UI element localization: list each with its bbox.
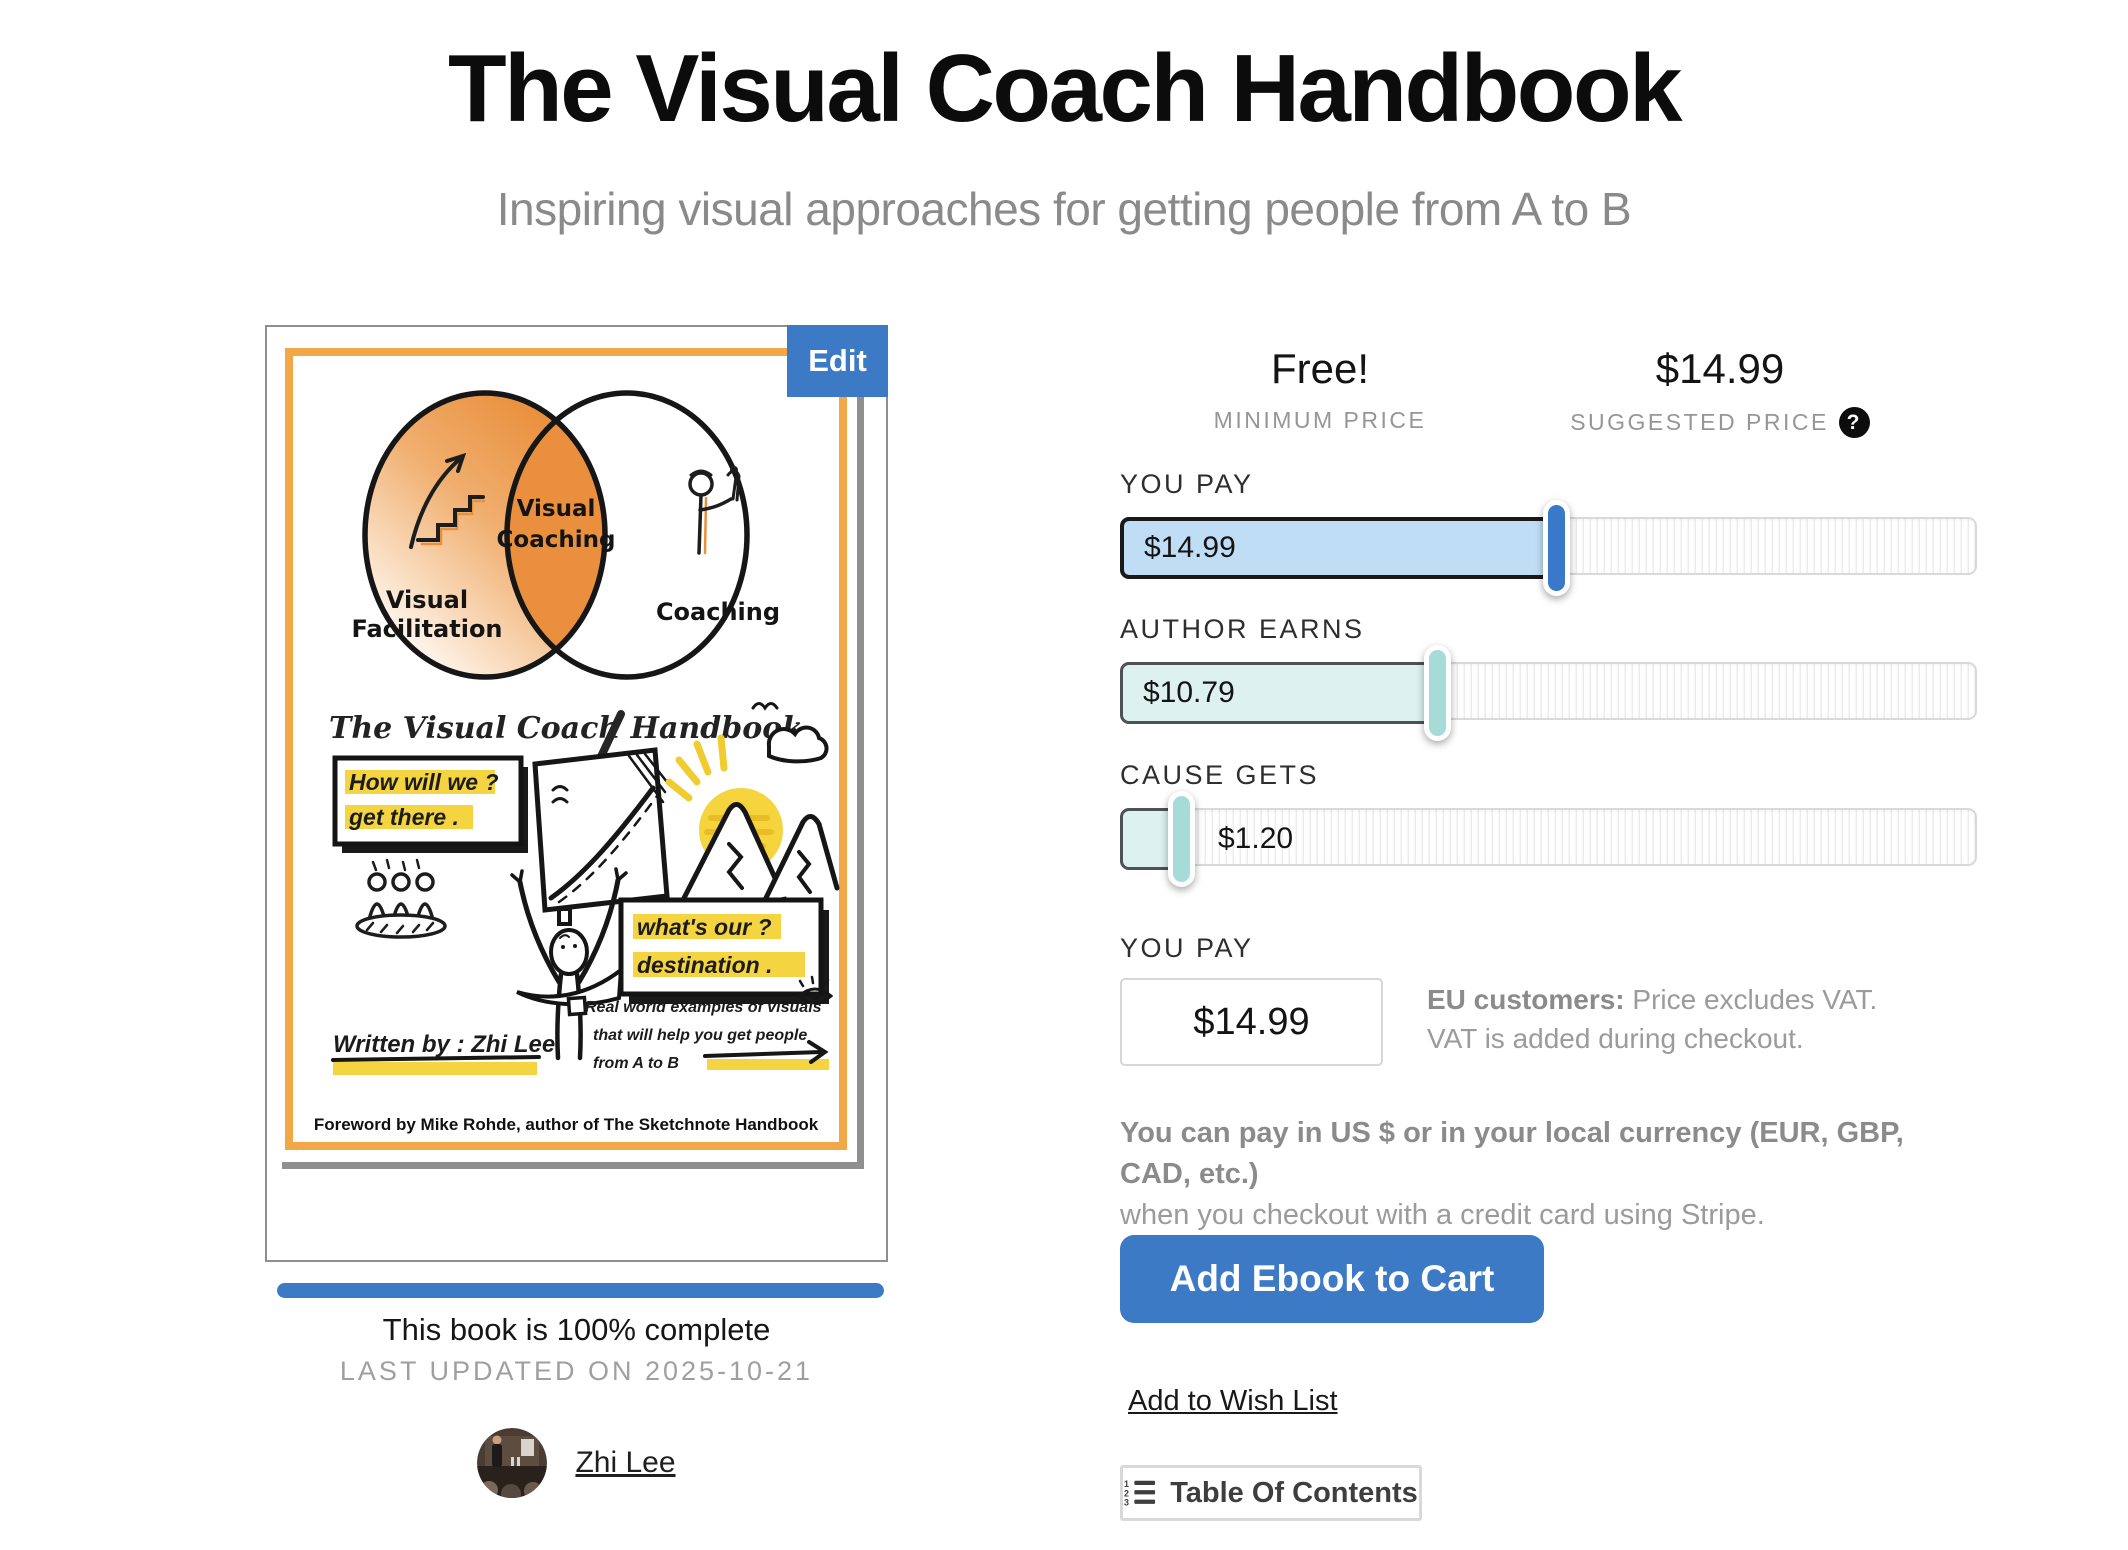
svg-text:2: 2 [1124,1488,1129,1498]
pay-row: $14.99 EU customers: Price excludes VAT.… [1120,978,1877,1066]
venn-diagram: Visual Facilitation Visual Coaching Coac… [351,390,780,680]
author-earns-slider-track[interactable]: $10.79 [1120,645,1977,741]
author-link[interactable]: Zhi Lee [575,1446,676,1479]
table-of-contents-label: Table Of Contents [1170,1476,1418,1509]
numbered-list-icon: 1 2 3 [1124,1479,1156,1508]
you-pay-price-box: $14.99 [1120,978,1383,1066]
minimum-price-block: Free! MINIMUM PRICE [1120,345,1520,438]
stairs-arrow-icon [409,452,486,549]
eu-vat-note: EU customers: Price excludes VAT. VAT is… [1427,984,1878,1054]
author-row: Zhi Lee [265,1428,888,1498]
minimum-price-label: MINIMUM PRICE [1213,407,1427,433]
add-to-wish-list-link[interactable]: Add to Wish List [1128,1385,1338,1417]
you-pay-slider-fill: $14.99 [1120,517,1556,579]
author-earns-slider-group: AUTHOR EARNS $10.79 [1120,614,1977,741]
svg-text:Coaching: Coaching [497,527,616,553]
cover-title: The Visual Coach Handbook [329,711,803,746]
cover-orange-frame [285,348,847,1150]
suggested-price-block: $14.99 SUGGESTED PRICE ? [1520,345,1920,438]
svg-text:what's our ?: what's our ? [637,914,772,940]
cause-gets-slider-handle[interactable] [1167,791,1195,887]
svg-text:get there .: get there . [348,804,459,830]
book-panel: Visual Facilitation Visual Coaching Coac… [265,325,888,1262]
page-title: The Visual Coach Handbook [448,35,1682,142]
you-pay-slider-track[interactable]: $14.99 [1120,500,1977,596]
pricing-panel: Free! MINIMUM PRICE $14.99 SUGGESTED PRI… [1120,345,1977,1535]
cause-gets-slider-group: CAUSE GETS $1.20 [1120,760,1977,887]
svg-text:How will we ?: How will we ? [349,769,499,795]
cheering-figure-sketch [510,867,628,1061]
cause-gets-slider-value: $1.20 [1218,822,1294,855]
you-pay-section-label: YOU PAY [1120,933,1254,963]
author-avatar[interactable] [477,1428,548,1498]
suggested-price-amount: $14.99 [1655,345,1785,392]
cause-gets-slider-label: CAUSE GETS [1120,760,1320,790]
currency-note: You can pay in US $ or in your local cur… [1120,1117,1904,1231]
coach-person-icon [688,466,741,555]
audience-sketch [355,858,447,939]
author-earns-slider-fill: $10.79 [1120,662,1436,724]
book-progress-fill [277,1283,884,1298]
sign-destination: what's our ? destination . [516,897,829,1007]
price-header: Free! MINIMUM PRICE $14.99 SUGGESTED PRI… [1120,345,1920,438]
checkbox-doodle [566,995,588,1017]
book-complete-text: This book is 100% complete [382,1312,771,1347]
flipchart-sketch [532,710,670,926]
svg-text:that will help you get people: that will help you get people [593,1027,807,1044]
table-of-contents-button[interactable]: 1 2 3 Table Of Contents [1120,1465,1422,1521]
add-to-cart-button[interactable]: Add Ebook to Cart [1120,1235,1544,1323]
minimum-price-amount: Free! [1270,345,1370,392]
svg-text:Facilitation: Facilitation [351,615,502,643]
svg-text:Visual: Visual [517,496,596,522]
book-last-updated: LAST UPDATED ON 2025-10-21 [339,1356,814,1386]
you-pay-slider-group: YOU PAY $14.99 [1120,469,1977,596]
book-cover-art: Visual Facilitation Visual Coaching Coac… [275,340,857,1162]
author-earns-slider-handle[interactable] [1423,645,1451,741]
svg-text:Coaching: Coaching [656,598,780,626]
svg-text:3: 3 [1124,1498,1129,1508]
yellow-arrow-highlight [707,1059,829,1070]
help-icon[interactable]: ? [1838,407,1870,438]
book-cover-image: Visual Facilitation Visual Coaching Coac… [275,340,857,1162]
cause-gets-slider-track[interactable]: $1.20 [1120,791,1977,887]
svg-text:destination .: destination . [637,952,772,978]
sign-how-will-we: How will we ? get there . [332,755,528,853]
svg-text:1: 1 [1124,1479,1129,1489]
svg-text:Written by : Zhi Lee: Written by : Zhi Lee [333,1031,555,1058]
you-pay-slider-handle[interactable] [1543,500,1571,596]
svg-text:Real world examples of visuals: Real world examples of visuals [585,999,822,1016]
cover-foreword: Foreword by Mike Rohde, author of The Sk… [314,1115,819,1134]
you-pay-slider-value: $14.99 [1144,531,1236,564]
edit-button[interactable]: Edit [787,325,888,397]
suggested-price-label: SUGGESTED PRICE ? [1520,407,1920,438]
page-subtitle: Inspiring visual approaches for getting … [496,183,1632,235]
sun-mountains-sketch [665,702,840,903]
book-progress-bar [277,1283,884,1298]
you-pay-slider-label: YOU PAY [1120,469,1254,499]
svg-text:from A to B: from A to B [593,1055,679,1072]
svg-text:Visual: Visual [386,586,468,614]
author-earns-slider-value: $10.79 [1143,676,1235,709]
author-earns-slider-label: AUTHOR EARNS [1120,614,1365,644]
eye-doodle [796,975,834,1005]
